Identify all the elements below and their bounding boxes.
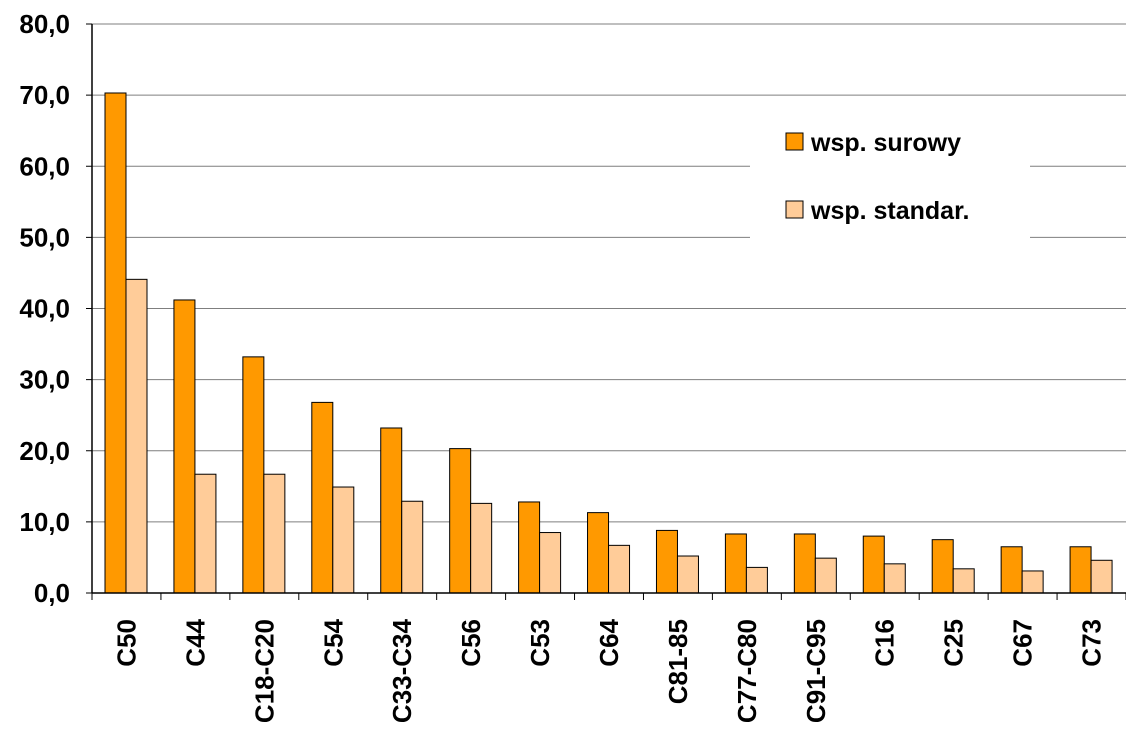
bar-raw xyxy=(311,401,334,594)
y-tick-labels: 0,0 10,0 20,0 30,0 40,0 50,0 60,0 70,0 80,0 xyxy=(19,9,70,608)
bar-raw xyxy=(242,356,265,594)
bar-standardized xyxy=(676,555,699,594)
x-tick-label: C77-C80 xyxy=(732,619,762,723)
bar-standardized xyxy=(539,532,562,594)
bar-standardized xyxy=(401,500,424,594)
bar-raw xyxy=(862,535,885,594)
y-tick-label: 50,0 xyxy=(19,222,70,252)
bar-standardized xyxy=(194,473,217,594)
bar-raw xyxy=(380,427,403,594)
bar-standardized xyxy=(952,568,975,594)
bar-standardized xyxy=(1090,559,1113,594)
x-tick-label: C54 xyxy=(318,618,348,666)
bar-raw xyxy=(587,512,610,594)
legend-label-raw: wsp. surowy xyxy=(810,129,961,157)
axes xyxy=(86,23,1126,600)
x-tick-label: C18-C20 xyxy=(249,619,279,723)
x-tick-label: C44 xyxy=(180,618,210,666)
y-tick-label: 10,0 xyxy=(19,507,70,537)
bar-standardized xyxy=(332,486,355,594)
x-tick-label: C50 xyxy=(111,619,141,667)
y-tick-label: 0,0 xyxy=(34,578,70,608)
bar-raw xyxy=(931,539,954,594)
legend: wsp. surowy wsp. standar. xyxy=(750,113,1030,239)
y-tick-label: 60,0 xyxy=(19,151,70,181)
bar-raw xyxy=(724,533,747,594)
bar-raw xyxy=(793,533,816,594)
bar-raw xyxy=(449,448,472,594)
x-tick-label: C73 xyxy=(1077,619,1107,667)
x-tick-labels: C50 C44 C18-C20 C54 C33-C34 C56 C53 C64 C81-85 C7… xyxy=(111,618,1106,723)
legend-label-standardized: wsp. standar. xyxy=(810,197,969,225)
bar-standardized xyxy=(814,557,837,594)
x-tick-label: C64 xyxy=(594,618,624,666)
y-tick-label: 30,0 xyxy=(19,365,70,395)
bar-raw xyxy=(173,299,196,594)
x-tick-label: C53 xyxy=(525,619,555,667)
bar-standardized xyxy=(125,278,148,594)
bar-standardized xyxy=(745,566,768,594)
legend-swatch-standardized xyxy=(785,200,804,219)
x-tick-label: C56 xyxy=(456,619,486,667)
bar-standardized xyxy=(470,502,493,594)
y-tick-label: 80,0 xyxy=(19,9,70,39)
y-tick-label: 20,0 xyxy=(19,436,70,466)
bar-standardized xyxy=(1021,570,1044,594)
bar-standardized xyxy=(608,544,631,594)
x-tick-label: C81-85 xyxy=(663,619,693,704)
bar-standardized xyxy=(263,473,286,594)
y-tick-label: 40,0 xyxy=(19,294,70,324)
y-tick-label: 70,0 xyxy=(19,80,70,110)
x-tick-label: C67 xyxy=(1008,619,1038,667)
bar-raw xyxy=(104,92,127,594)
x-tick-label: C16 xyxy=(870,619,900,667)
x-tick-label: C91-C95 xyxy=(801,619,831,723)
bar-raw xyxy=(1069,546,1092,594)
bar-raw xyxy=(518,501,541,594)
bar-raw xyxy=(655,529,678,594)
bar-standardized xyxy=(883,563,906,594)
legend-swatch-raw xyxy=(785,132,804,151)
x-tick-label: C25 xyxy=(939,619,969,667)
x-tick-label: C33-C34 xyxy=(387,618,417,723)
bar-raw xyxy=(1000,546,1023,594)
